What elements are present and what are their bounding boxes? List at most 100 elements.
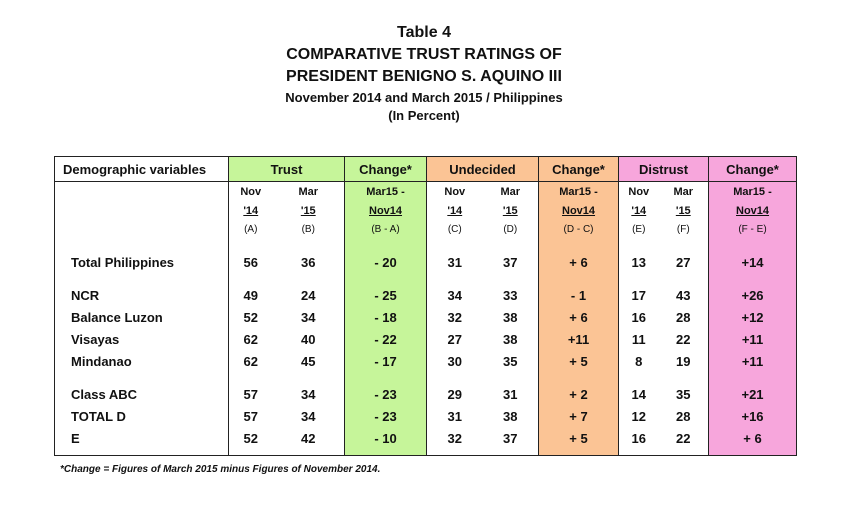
table-cell: 34 (272, 306, 346, 328)
table-cell: +21 (708, 383, 797, 405)
spacer-row (54, 239, 797, 251)
table-cell: 42 (272, 427, 346, 449)
subheader-cell: '14 (243, 204, 259, 217)
table-cell: 34 (447, 287, 462, 303)
spacer-cell (658, 372, 710, 383)
spacer-cell (427, 273, 483, 284)
table-cell: + 6 (538, 306, 620, 328)
spacer-cell (708, 372, 797, 383)
table-cell: 17 (631, 287, 646, 303)
header-distrust: Distrust (618, 156, 710, 182)
spacer-cell (619, 239, 659, 251)
table-cell: 52 (243, 309, 258, 325)
table-cell: 30 (447, 353, 462, 369)
table-cell: 38 (482, 405, 540, 427)
subheader-cell: (B - A) (344, 220, 428, 239)
subheader-cell: '15 (482, 201, 540, 220)
table-cell: 35 (482, 350, 540, 372)
table-cell: 38 (482, 306, 540, 328)
spacer-cell (229, 239, 273, 251)
table-cell: 52 (243, 430, 258, 446)
table-cell: 31 (482, 383, 540, 405)
subheader-cell: Nov14 (708, 201, 797, 220)
subheader-cell: '15 (272, 201, 346, 220)
table-cell: 43 (658, 284, 710, 306)
subheader-row: Nov Mar Mar15 - Nov Mar Mar15 - Nov Mar Mar15 - (54, 181, 797, 201)
table-cell: 57 (243, 408, 258, 424)
table-row: E 52 42- 10 32 37 + 5 16 22 + 6 (54, 427, 797, 449)
table-title-line1: COMPARATIVE TRUST RATINGS OF (286, 46, 562, 63)
header-trust: Trust (228, 156, 346, 182)
spacer-cell (708, 239, 797, 251)
subheader-cell: Mar15 - (344, 181, 428, 201)
spacer-cell (272, 449, 346, 456)
spacer-cell (708, 449, 797, 456)
table-cell: 32 (447, 430, 462, 446)
table-cell: 56 (243, 254, 258, 270)
table-cell: 32 (447, 309, 462, 325)
spacer-cell (272, 372, 346, 383)
spacer-row (54, 372, 797, 383)
table-cell: 31 (447, 254, 462, 270)
header-trust-change: Change* (344, 156, 428, 182)
subheader-blank (54, 201, 229, 220)
table-cell: - 22 (344, 328, 428, 350)
table-cell: - 23 (344, 405, 428, 427)
row-label: Class ABC (54, 383, 229, 405)
table-cell: 27 (447, 331, 462, 347)
table-row: NCR 49 24- 25 34 33- 1 17 43 +26 (54, 284, 797, 306)
row-label: E (54, 427, 229, 449)
header-distrust-change: Change* (708, 156, 797, 182)
subheader-row: '14'15 Nov14'14'15 Nov14'14'15 Nov14 (54, 201, 797, 220)
table-cell: 62 (243, 331, 258, 347)
table-cell: + 5 (538, 427, 620, 449)
table-cell: 12 (631, 408, 646, 424)
header-undecided-change: Change* (538, 156, 620, 182)
row-label: Total Philippines (54, 251, 229, 273)
spacer-cell (426, 449, 483, 456)
spacer-cell (344, 273, 428, 284)
table-cell: + 7 (538, 405, 620, 427)
footnote: *Change = Figures of March 2015 minus Fi… (60, 464, 381, 475)
table-row: Total Philippines 56 36- 20 31 37 + 6 13 27 +14 (54, 251, 797, 273)
table-cell: 22 (658, 427, 710, 449)
row-label: TOTAL D (54, 405, 229, 427)
spacer-cell (54, 372, 229, 383)
subheader-cell: Mar (272, 181, 346, 201)
spacer-cell (708, 273, 797, 284)
table-cell: +11 (708, 350, 797, 372)
spacer-cell (344, 372, 428, 383)
spacer-cell (482, 239, 540, 251)
table-cell: 29 (447, 386, 462, 402)
table-cell: 11 (631, 331, 646, 347)
spacer-cell (619, 273, 659, 284)
subheader-cell: (E) (632, 224, 646, 235)
table-cell: +14 (708, 251, 797, 273)
table-cell: + 2 (538, 383, 620, 405)
table-cell: 31 (447, 408, 462, 424)
spacer-row (54, 449, 797, 456)
spacer-cell (658, 449, 710, 456)
table-cell: - 18 (344, 306, 428, 328)
table-row: Mindanao 62 45- 17 30 35 + 5 8 19 +11 (54, 350, 797, 372)
table-cell: +12 (708, 306, 797, 328)
table-cell: - 10 (344, 427, 428, 449)
subheader-cell: Mar15 - (538, 181, 620, 201)
subheader-cell: Mar (658, 181, 710, 201)
subheader-cell: '14 (447, 204, 463, 217)
subheader-cell: Nov14 (538, 201, 620, 220)
spacer-cell (482, 273, 540, 284)
spacer-cell (272, 239, 346, 251)
table-cell: - 25 (344, 284, 428, 306)
table-cell: 14 (631, 386, 646, 402)
table-cell: 22 (658, 328, 710, 350)
table-cell: +11 (708, 328, 797, 350)
subheader-cell: (D - C) (538, 220, 620, 239)
table-cell: 34 (272, 383, 346, 405)
table-cell: 40 (272, 328, 346, 350)
spacer-cell (619, 372, 659, 383)
spacer-cell (427, 239, 483, 251)
table-row: TOTAL D 57 34- 23 31 38 + 7 12 28 +16 (54, 405, 797, 427)
subheader-cell: (D) (482, 220, 540, 239)
spacer-cell (54, 273, 229, 284)
